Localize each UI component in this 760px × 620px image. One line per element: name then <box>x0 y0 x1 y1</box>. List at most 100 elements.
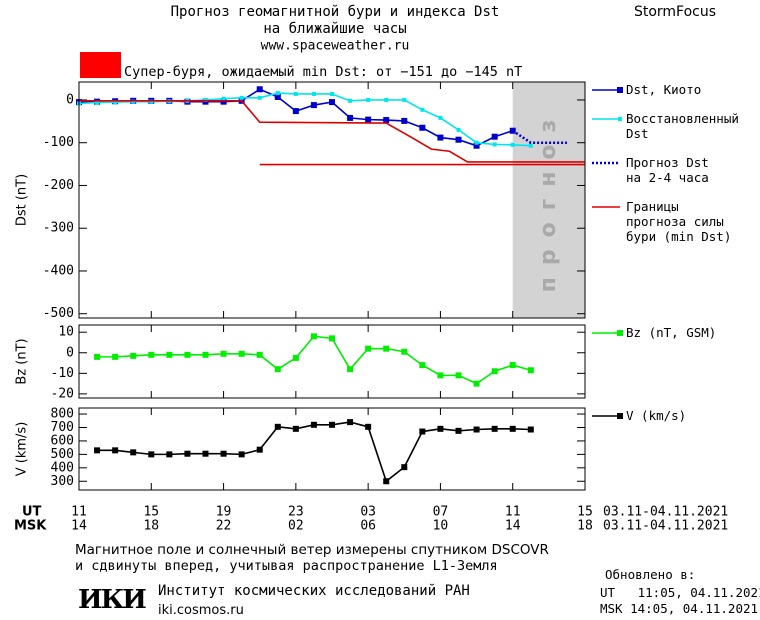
y-tick-label: 10 <box>58 325 74 340</box>
series-line <box>79 100 585 163</box>
data-point <box>112 353 119 360</box>
alert-marker <box>80 52 121 78</box>
series-line <box>78 88 513 147</box>
note: Магнитное поле и солнечный ветер измерен… <box>75 542 549 558</box>
y-tick-label: -100 <box>43 135 74 150</box>
x-tick-label: 18 <box>143 519 159 534</box>
x-tick-label: 11 <box>505 505 521 520</box>
data-point <box>130 449 137 456</box>
data-point <box>112 447 119 454</box>
data-point <box>238 350 245 357</box>
data-point <box>113 100 118 105</box>
logo: ИКИ <box>78 585 147 615</box>
legend-marker <box>618 117 622 121</box>
data-point <box>527 426 534 433</box>
data-point <box>257 95 262 100</box>
x-tick-label: 11 <box>71 505 87 520</box>
y-tick-label: -300 <box>43 221 74 236</box>
data-point <box>329 99 335 106</box>
data-point <box>474 140 479 145</box>
forecast-label: прогноз <box>536 108 561 293</box>
data-point <box>220 98 227 105</box>
x-tick-label: 14 <box>71 519 87 534</box>
data-point <box>528 143 533 148</box>
url: www.spaceweather.ru <box>261 39 410 54</box>
y-tick-label: 600 <box>51 433 74 448</box>
legend-label: Границы прогноза силы бури (min Dst) <box>626 199 732 244</box>
data-point <box>473 380 480 387</box>
y-tick-label: 500 <box>51 447 74 462</box>
x-tick-label: 06 <box>360 519 376 534</box>
site: iki.cosmos.ru <box>158 603 244 618</box>
y-tick-label: 800 <box>51 407 74 422</box>
y-tick-label: 0 <box>66 92 74 107</box>
msk-label: MSK <box>14 519 47 534</box>
data-point <box>184 351 191 358</box>
data-point <box>510 142 515 147</box>
data-point <box>419 428 426 435</box>
data-point <box>310 421 317 428</box>
data-point <box>437 134 444 141</box>
data-point <box>491 425 498 432</box>
title: Прогноз геомагнитной бури и индекса Dst <box>171 4 500 20</box>
subtitle: на ближайшие часы <box>263 21 406 37</box>
data-point <box>274 366 281 373</box>
plot-frame <box>78 407 586 491</box>
legend-label: V (km/s) <box>626 408 687 423</box>
y-axis-title: Dst (nT) <box>15 174 30 226</box>
data-point <box>148 451 155 458</box>
data-point <box>401 348 408 355</box>
data-point <box>509 362 516 369</box>
legend-marker <box>617 87 623 93</box>
data-point <box>274 93 281 100</box>
legend-marker <box>617 330 623 336</box>
data-point <box>202 450 209 457</box>
data-point <box>329 335 335 342</box>
data-point <box>184 450 191 457</box>
data-point <box>256 351 263 358</box>
data-point <box>347 366 354 373</box>
data-point <box>419 124 426 131</box>
data-point <box>310 102 317 109</box>
data-point <box>292 425 299 432</box>
data-point <box>221 96 226 101</box>
data-point <box>95 100 100 105</box>
data-point <box>166 351 173 358</box>
data-point <box>94 447 101 454</box>
data-point <box>420 107 425 112</box>
data-point <box>419 362 426 369</box>
y-tick-label: 300 <box>51 474 74 489</box>
data-point <box>491 133 498 140</box>
data-point <box>347 114 354 121</box>
legend-marker <box>617 413 623 419</box>
updated-label: Обновлено в: <box>605 567 696 582</box>
x-tick-label: 10 <box>433 519 449 534</box>
data-point <box>348 98 353 103</box>
data-point <box>94 353 101 360</box>
data-point <box>292 354 299 361</box>
updated-msk: MSK 14:05, 04.11.2021 <box>600 601 759 616</box>
y-tick-label: 400 <box>51 460 74 475</box>
y-axis-title: V (km/s) <box>15 422 30 477</box>
date-range: 03.11-04.11.2021 <box>603 505 728 520</box>
data-point <box>383 345 390 352</box>
data-point <box>509 425 516 432</box>
series-line <box>512 129 567 144</box>
x-tick-label: 07 <box>433 505 449 520</box>
plot-frame <box>78 81 586 319</box>
x-tick-label: 22 <box>216 519 232 534</box>
x-tick-label: 19 <box>216 505 232 520</box>
series-line <box>97 421 531 483</box>
x-tick-label: 02 <box>288 519 304 534</box>
data-point <box>366 97 371 102</box>
x-tick-label: 23 <box>288 505 304 520</box>
x-tick-label: 15 <box>143 505 159 520</box>
data-point <box>330 91 334 96</box>
data-point <box>437 372 444 379</box>
y-tick-label: -400 <box>43 263 74 278</box>
data-point <box>310 333 317 340</box>
forecast-band <box>512 82 585 318</box>
y-tick-label: 0 <box>66 345 74 360</box>
